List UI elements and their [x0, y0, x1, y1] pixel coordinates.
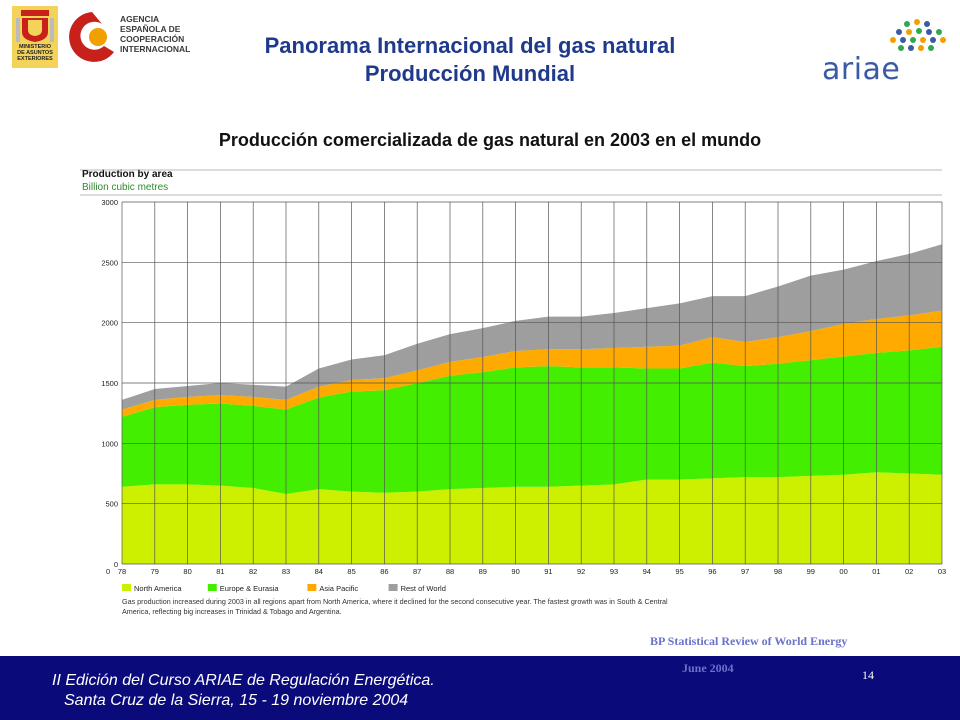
y-tick-label: 2000: [101, 319, 118, 328]
legend-label: North America: [134, 584, 182, 593]
footer-course-line: II Edición del Curso ARIAE de Regulación…: [52, 672, 435, 689]
legend-swatch: [207, 584, 217, 591]
y-tick-label: 500: [105, 500, 118, 509]
x-tick-label: 80: [183, 567, 191, 576]
chart-title: Production by area: [82, 169, 173, 180]
legend-label: Europe & Eurasia: [220, 584, 280, 593]
x-tick-label: 89: [479, 567, 487, 576]
area-series-rest-of-world: [122, 244, 942, 410]
chart-svg: Production by area Billion cubic metres 0 5…: [80, 169, 946, 616]
footer-bar: [0, 656, 960, 720]
page-number: 14: [862, 668, 874, 682]
x-tick-label: 99: [807, 567, 815, 576]
production-chart: Production by area Billion cubic metres 0 5…: [80, 162, 950, 628]
aecid-logo: [69, 12, 114, 62]
area-series-north-america: [122, 472, 942, 564]
title-line-2: Producción Mundial: [364, 61, 576, 86]
x-tick-label: 95: [675, 567, 683, 576]
y-tick-label: 0: [114, 560, 118, 569]
x-tick-label: 87: [413, 567, 421, 576]
x-tick-label: 02: [905, 567, 913, 576]
x-tick-label: 81: [216, 567, 224, 576]
footer-location-line: Santa Cruz de la Sierra, 15 - 19 noviemb…: [64, 692, 409, 709]
y-tick-label: 3000: [101, 198, 118, 207]
chart-unit-label: Billion cubic metres: [82, 182, 168, 193]
legend-swatch: [122, 584, 131, 591]
x-tick-label: 85: [347, 567, 355, 576]
x-tick-label: 84: [315, 567, 323, 576]
chart-note: America, reflecting big increases in Tri…: [122, 607, 342, 616]
x-tick-label: 88: [446, 567, 454, 576]
spain-ministry-logo: [12, 6, 58, 68]
x-tick-label: 00: [839, 567, 847, 576]
x-tick-label: 91: [544, 567, 552, 576]
y-tick-label: 2500: [101, 258, 118, 267]
area-series-asia-pacific: [122, 310, 942, 417]
x-tick-label: 01: [872, 567, 880, 576]
x-tick-label: 83: [282, 567, 290, 576]
x-tick-label: 86: [380, 567, 388, 576]
chart-note: Gas production increased during 2003 in …: [122, 597, 668, 606]
legend-swatch: [307, 584, 317, 591]
y-tick-label: 1500: [101, 379, 118, 388]
legend-label: Asia Pacific: [319, 584, 358, 593]
title-line-1: Panorama Internacional del gas natural: [264, 33, 676, 58]
x-tick-label: 93: [610, 567, 618, 576]
x-tick-label: 97: [741, 567, 749, 576]
x-tick-label: 94: [643, 567, 651, 576]
x-tick-label: 03: [938, 567, 946, 576]
x-tick-label: 78: [118, 567, 126, 576]
x-tick-label: 79: [151, 567, 159, 576]
ariae-logo: [890, 19, 946, 51]
source-line-2: June 2004: [682, 661, 734, 675]
area-series-europe-eurasia: [122, 346, 942, 495]
x-tick-label: 82: [249, 567, 257, 576]
ariae-wordmark: ariae: [822, 52, 901, 87]
x-tick-label: 98: [774, 567, 782, 576]
x-tick-label: 90: [511, 567, 519, 576]
aecid-name: AGENCIA ESPAÑOLA DE COOPERACIÓN INTERNAC…: [120, 14, 191, 54]
legend-label: Rest of World: [401, 584, 446, 593]
legend-swatch: [388, 584, 398, 591]
x-tick-label: 92: [577, 567, 585, 576]
y-tick-label: 1000: [101, 439, 118, 448]
source-line-1: BP Statistical Review of World Energy: [650, 634, 848, 648]
slide-title: Panorama Internacional del gas natural P…: [200, 32, 740, 88]
x-origin-label: 0: [106, 567, 110, 576]
x-tick-label: 96: [708, 567, 716, 576]
chart-heading: Producción comercializada de gas natural…: [218, 130, 762, 150]
spain-logo-caption: MINISTERIO DE ASUNTOS EXTERIORES: [17, 44, 53, 62]
